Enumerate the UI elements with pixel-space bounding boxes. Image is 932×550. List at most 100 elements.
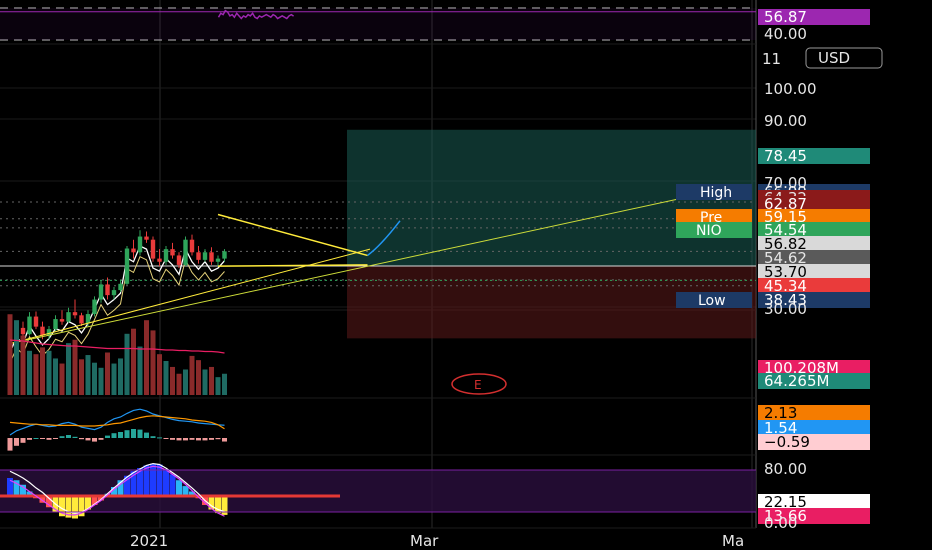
macd-pane [7, 408, 227, 451]
price-tag-label-bg [676, 222, 752, 238]
volume-tag-bg [758, 373, 870, 389]
volume-bar [72, 339, 78, 395]
macd-tag-value: 1.54 [764, 419, 797, 437]
volume-bar [196, 360, 201, 395]
macd-histogram-bar [209, 438, 214, 440]
moving-average-line [9, 245, 225, 353]
candle-body [98, 284, 104, 300]
macd-histogram-bar [98, 438, 104, 440]
osc-histogram-bar [189, 491, 195, 496]
macd-histogram-bar [163, 438, 169, 439]
osc-histogram-bar [20, 484, 26, 496]
price-tag-value: 53.70 [764, 263, 807, 281]
candle-body [33, 316, 39, 327]
osc-line-magenta [9, 465, 225, 517]
price-tag-label: Low [698, 293, 726, 309]
candle-body [183, 239, 188, 265]
macd-line [9, 408, 225, 436]
candle-body [79, 315, 84, 324]
candle-body [202, 252, 208, 260]
macd-tag-value: −0.59 [764, 433, 810, 451]
macd-histogram-bar [189, 438, 195, 440]
candle-body [20, 327, 26, 335]
osc-tick-label: 80.00 [764, 460, 807, 478]
price-tag-value: 38.43 [764, 291, 807, 309]
volume-bar [92, 362, 97, 395]
osc-histogram-bar [59, 496, 65, 517]
candle-body [66, 312, 71, 322]
osc-histogram-bar [85, 496, 91, 510]
volume-bar [98, 367, 104, 395]
price-tick-label: 30.00 [764, 300, 807, 318]
volume-bar [14, 320, 19, 395]
price-tag-bg [758, 250, 870, 266]
candle-body [85, 314, 91, 324]
macd-histogram-bar [202, 438, 208, 441]
volume-bar [40, 347, 45, 395]
macd-tag-bg [758, 420, 870, 436]
osc-tick-label: 0.00 [764, 514, 797, 532]
macd-histogram-bar [150, 436, 156, 438]
osc-histogram-bar [78, 496, 85, 517]
candle-body [163, 249, 169, 262]
osc-tag-value: 13.66 [764, 507, 807, 525]
price-tag-bg [758, 292, 870, 308]
candle-body [170, 249, 175, 256]
candle-body [46, 329, 52, 336]
macd-histogram-bar [176, 438, 182, 441]
osc-tag-bg [758, 508, 870, 524]
volume-bar [7, 314, 13, 395]
macd-histogram-bar [40, 438, 45, 439]
price-tag-value: 78.45 [764, 147, 807, 165]
currency-button[interactable]: USD [805, 47, 883, 69]
price-tag-label-bg [676, 292, 752, 308]
price-tag-bg [758, 148, 870, 164]
osc-histogram-bar [46, 496, 52, 508]
osc-histogram-bar [124, 475, 130, 496]
price-tag-value: 59.15 [764, 208, 807, 226]
candle-body [92, 299, 97, 315]
volume-bar [222, 373, 227, 395]
osc-histogram-bar [208, 496, 215, 510]
volume-bar [183, 369, 188, 395]
volume-bar [144, 320, 149, 395]
price-tag-value: 54.62 [764, 249, 807, 267]
volume-bar [33, 354, 39, 395]
macd-histogram-bar [53, 438, 58, 439]
candle-body [209, 252, 214, 262]
macd-tag-bg [758, 405, 870, 421]
earnings-marker[interactable]: E [451, 373, 507, 395]
macd-histogram-bar [137, 429, 143, 438]
osc-histogram-bar [130, 471, 137, 496]
candle-body [72, 312, 78, 316]
candle-body [118, 283, 123, 291]
macd-histogram-bar [66, 435, 71, 438]
currency-label: USD [818, 49, 850, 67]
candle-body [150, 239, 156, 259]
volume-tag-bg [758, 360, 870, 376]
macd-histogram-bar [118, 432, 123, 438]
osc-histogram-bar [137, 468, 143, 496]
osc-histogram-bar [39, 496, 46, 503]
volume-bar [202, 369, 208, 395]
osc-histogram-bar [65, 496, 72, 518]
time-label: 2021 [130, 532, 168, 550]
price-pane [0, 129, 756, 364]
price-tag-bg [758, 236, 870, 252]
price-tag-label: High [700, 185, 732, 201]
volume-ma-line [9, 339, 225, 354]
volume-bar [131, 328, 136, 395]
candle-body [124, 248, 130, 284]
osc-tag-value: 22.15 [764, 493, 807, 511]
candle-body [40, 326, 45, 336]
candle-body [176, 255, 182, 265]
macd-histogram-bar [105, 435, 110, 438]
volume-bar [53, 358, 58, 395]
macd-histogram-bar [14, 438, 19, 446]
macd-histogram-bar [157, 437, 162, 439]
macd-histogram-bar [144, 432, 149, 438]
candle-body [215, 258, 221, 262]
osc-histogram-bar [7, 478, 13, 496]
volume-bar [209, 366, 214, 395]
price-tag-bg [758, 264, 870, 280]
